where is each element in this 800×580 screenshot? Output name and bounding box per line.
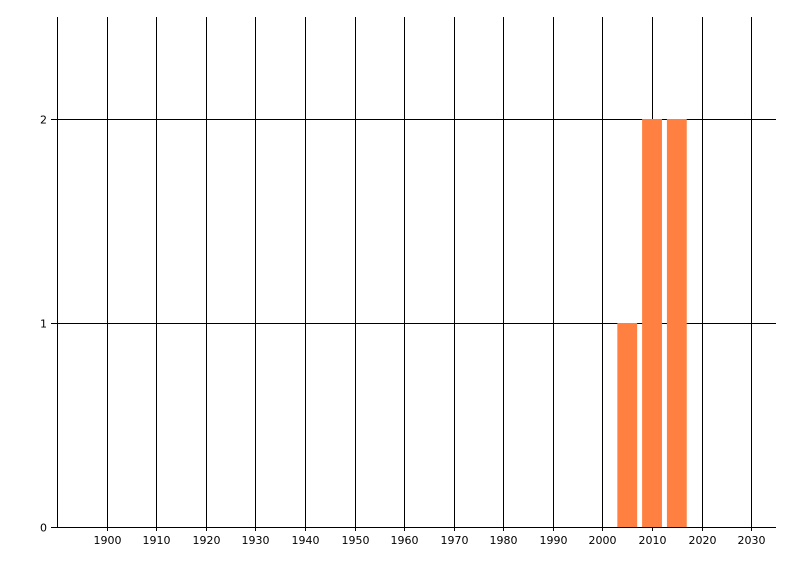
x-tick-label: 2000 [589,534,617,547]
x-tick-label: 1960 [391,534,419,547]
x-tick-label: 1940 [292,534,320,547]
y-tick-label: 0 [40,522,47,535]
x-tick-label: 1910 [143,534,171,547]
x-tick-label: 1970 [441,534,469,547]
bar-2015 [666,119,687,527]
bar-2010 [642,119,662,527]
x-tick-label: 1990 [540,534,568,547]
x-tick-label: 1920 [193,534,221,547]
y-tick-label: 1 [40,318,47,331]
x-tick-label: 2020 [689,534,717,547]
bar-2005 [617,323,638,527]
x-tick-label: 1900 [94,534,122,547]
y-tick-label: 2 [40,114,47,127]
x-tick-label: 1930 [242,534,270,547]
x-tick-label: 1980 [490,534,518,547]
x-tick-label: 1950 [342,534,370,547]
x-tick-label: 2010 [639,534,667,547]
x-tick-label: 2030 [738,534,766,547]
